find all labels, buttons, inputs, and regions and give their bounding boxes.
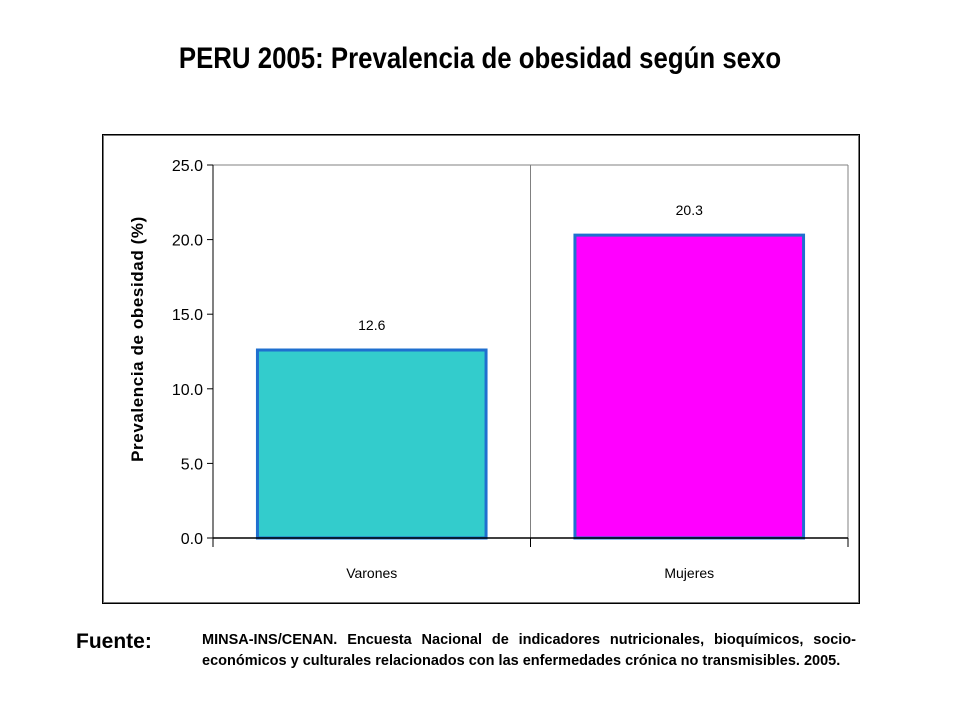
labels-layer: 0.0 5.0 10.0 15.0 20.0 25.0 12.6 Varones 20.3 Muj… — [172, 158, 714, 581]
x-tick-label: Varones — [346, 565, 397, 581]
bars-layer — [255, 233, 806, 540]
source-text: MINSA-INS/CENAN. Encuesta Nacional de in… — [202, 632, 856, 669]
y-tick-label: 15.0 — [172, 307, 203, 324]
bar-mujeres — [573, 233, 806, 540]
x-tick-label: Mujeres — [664, 565, 714, 581]
source-label: Fuente: — [76, 630, 152, 653]
y-tick-label: 20.0 — [172, 233, 203, 250]
chart-frame: 0.0 5.0 10.0 15.0 20.0 25.0 12.6 Varones 20.3 Muj… — [102, 134, 860, 604]
y-tick-label: 0.0 — [181, 531, 203, 548]
data-label: 12.6 — [358, 317, 385, 333]
y-tick-label: 10.0 — [172, 382, 203, 399]
axis-layer — [207, 164, 849, 547]
bar-chart: 0.0 5.0 10.0 15.0 20.0 25.0 12.6 Varones 20.3 Muj… — [128, 158, 849, 581]
bar-varones — [255, 348, 488, 540]
y-tick-label: 25.0 — [172, 158, 203, 175]
y-tick-label: 5.0 — [181, 456, 203, 473]
data-label: 20.3 — [676, 202, 703, 218]
grid-layer — [213, 164, 849, 538]
y-axis-label: Prevalencia de obesidad (%) — [128, 216, 147, 462]
chart-title: PERU 2005: Prevalencia de obesidad según… — [178, 42, 782, 75]
